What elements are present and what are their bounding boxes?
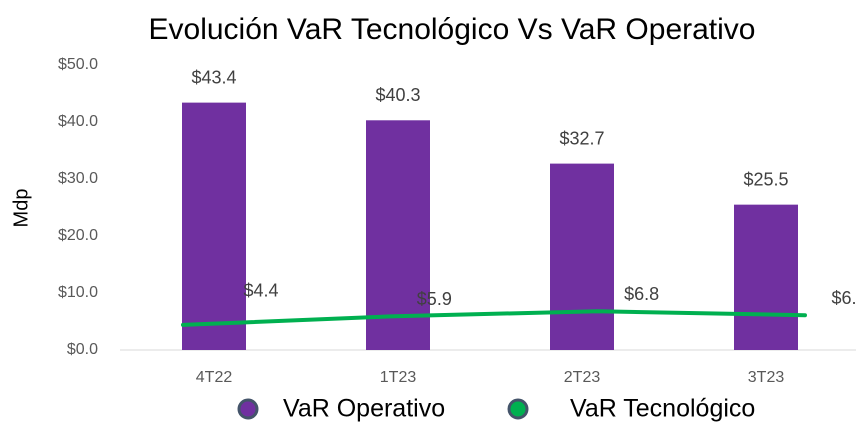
y-axis-label: Mdp: [10, 189, 32, 228]
data-label: $6.8: [624, 284, 659, 304]
x-tick-label: 1T23: [380, 369, 417, 386]
y-tick-label: $20.0: [58, 227, 98, 244]
legend-marker: [237, 398, 259, 420]
y-tick-label: $0.0: [67, 341, 98, 358]
data-label: $40.3: [375, 85, 420, 105]
x-tick-label: 2T23: [564, 369, 601, 386]
data-label: $5.9: [417, 289, 452, 309]
line: [181, 309, 807, 327]
y-tick-label: $10.0: [58, 284, 98, 301]
data-label: $43.4: [191, 67, 236, 87]
bar: [734, 204, 798, 350]
y-tick-label: $50.0: [58, 56, 98, 73]
x-tick-label: 3T23: [748, 369, 785, 386]
legend-label: VaR Operativo: [283, 395, 445, 423]
bar: [550, 163, 614, 350]
bar: [366, 120, 430, 350]
data-label: $32.7: [559, 128, 604, 148]
chart-title: Evolución VaR Tecnológico Vs VaR Operati…: [148, 13, 756, 46]
data-label: $25.5: [743, 169, 788, 189]
legend-marker: [507, 398, 529, 420]
y-tick-label: $30.0: [58, 170, 98, 187]
y-tick-label: $40.0: [58, 113, 98, 130]
x-tick-label: 4T22: [196, 369, 233, 386]
data-label: $6.1: [831, 288, 856, 308]
legend-label: VaR Tecnológico: [570, 395, 755, 423]
bar: [182, 102, 246, 351]
data-label: $4.4: [243, 281, 278, 301]
